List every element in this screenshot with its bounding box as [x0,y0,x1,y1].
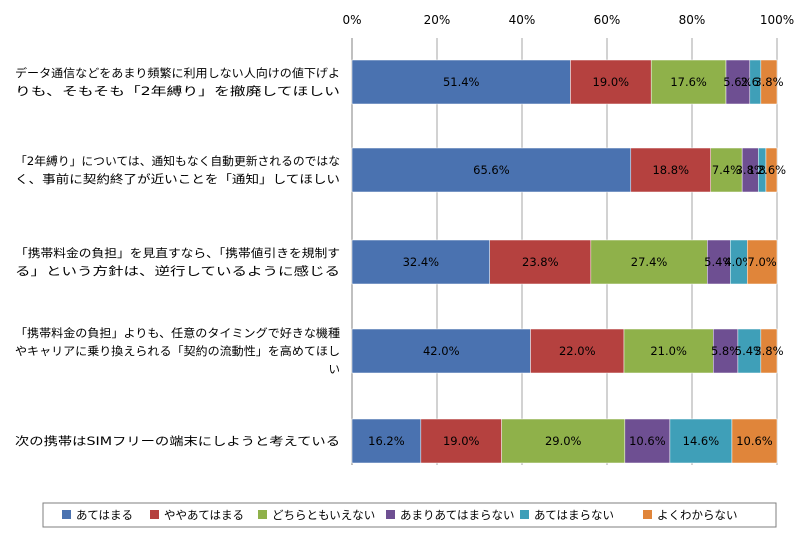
data-label: 65.6% [473,163,510,177]
legend: あてはまる ややあてはまる どちらともいえない あまりあてはまらない あてはまらない よく… [42,502,777,528]
bar-segment [760,328,778,374]
x-tick-label: 80% [679,13,706,27]
category-label: りも、そもそも「2年縛り」を撤廃してほしい [15,84,340,98]
bar-segment [710,147,743,193]
legend-label: あてはまる [76,508,133,522]
data-label: 17.6% [670,75,707,89]
data-label: 29.0% [545,434,582,448]
bar-segment [590,239,708,285]
x-tick-label: 100% [760,13,794,27]
data-label: 10.6% [736,434,773,448]
bar-segment [530,328,625,374]
legend-box [42,502,777,528]
bar-segment [650,59,727,105]
bar-segment [420,418,502,464]
category-label: やキャリアに乗り換えられる「契約の流動性」を高めてほし [15,344,340,358]
category-labels: データ通信などをあまり頻繁に利用しない人向けの値下げよりも、そもそも「2年縛り」… [15,66,341,448]
data-label: 16.2% [368,434,405,448]
data-label: 22.0% [559,344,596,358]
data-label: 3.8% [754,75,783,89]
bar-segment [351,328,531,374]
legend-swatch [150,510,159,519]
data-label: 14.6% [683,434,720,448]
bars: 51.4% 19.0% 17.6% 5.6%2.6%3.8%65.6% 18.8% 7.4… [351,59,786,464]
category-label: 次の携帯はSIMフリーの端末にしようと考えている [15,434,340,448]
data-label: 18.8% [652,163,689,177]
category-label: い [329,362,341,376]
data-label: 3.8% [736,163,765,177]
data-label: 27.4% [631,255,668,269]
data-label: 19.0% [443,434,480,448]
legend-swatch [62,510,71,519]
category-label: データ通信などをあまり頻繁に利用しない人向けの値下げよ [15,66,340,80]
bar-segment [747,239,778,285]
data-label: 32.4% [403,255,440,269]
x-axis-ticks: 0% 20% 40% 60% 80% 100% [342,13,794,27]
legend-label: ややあてはまる [164,508,244,522]
category-label: 「2年縛り」については、通知もなく自動更新されるのではな [15,154,340,168]
legend-swatch [520,510,529,519]
data-label: 10.6% [629,434,666,448]
category-label: 「携帯料金の負担」よりも、任意のタイミングで好きな機種 [15,326,341,340]
legend-label: あまりあてはまらない [400,508,515,522]
legend-swatch [258,510,267,519]
bar-segment [351,147,632,193]
legend-swatch [643,510,652,519]
category-label: る」という方針は、逆行しているように感じる [15,264,340,278]
x-tick-label: 40% [509,13,536,27]
data-label: 5.6% [723,75,752,89]
bar-segment [489,239,592,285]
legend-label: あてはまらない [534,508,614,522]
data-label: 21.0% [650,344,687,358]
x-tick-label: 0% [342,13,361,27]
data-label: 23.8% [522,255,559,269]
category-label: く、事前に契約終了が近いことを「通知」してほしい [15,172,340,186]
x-tick-label: 60% [594,13,621,27]
legend-label: よくわからない [657,508,738,522]
data-label: 5.4% [735,344,764,358]
x-tick-label: 20% [424,13,451,27]
data-label: 7.0% [748,255,777,269]
data-label: 19.0% [593,75,630,89]
bar-segment [351,59,571,105]
data-label: 7.4% [712,163,741,177]
bar-segment [765,147,778,193]
bar-segment [570,59,652,105]
bar-segment [623,328,714,374]
bar-segment [351,418,422,464]
bar-segment [760,59,778,105]
bar-segment [624,418,671,464]
legend-swatch [386,510,395,519]
data-label: 3.8% [754,344,783,358]
data-label: 5.4% [704,255,733,269]
legend-label: どちらともいえない [272,508,375,522]
bar-segment [351,239,490,285]
category-label: 「携帯料金の負担」を見直すなら、「携帯値引きを規制す [15,246,340,260]
data-label: 4.0% [724,255,753,269]
data-label: 42.0% [423,344,460,358]
bar-segment [669,418,733,464]
bar-segment [501,418,626,464]
bar-segment [713,328,739,374]
bar-segment [731,418,778,464]
data-label: 51.4% [443,75,480,89]
data-label: 5.8% [711,344,740,358]
data-label: 2.6% [757,163,786,177]
